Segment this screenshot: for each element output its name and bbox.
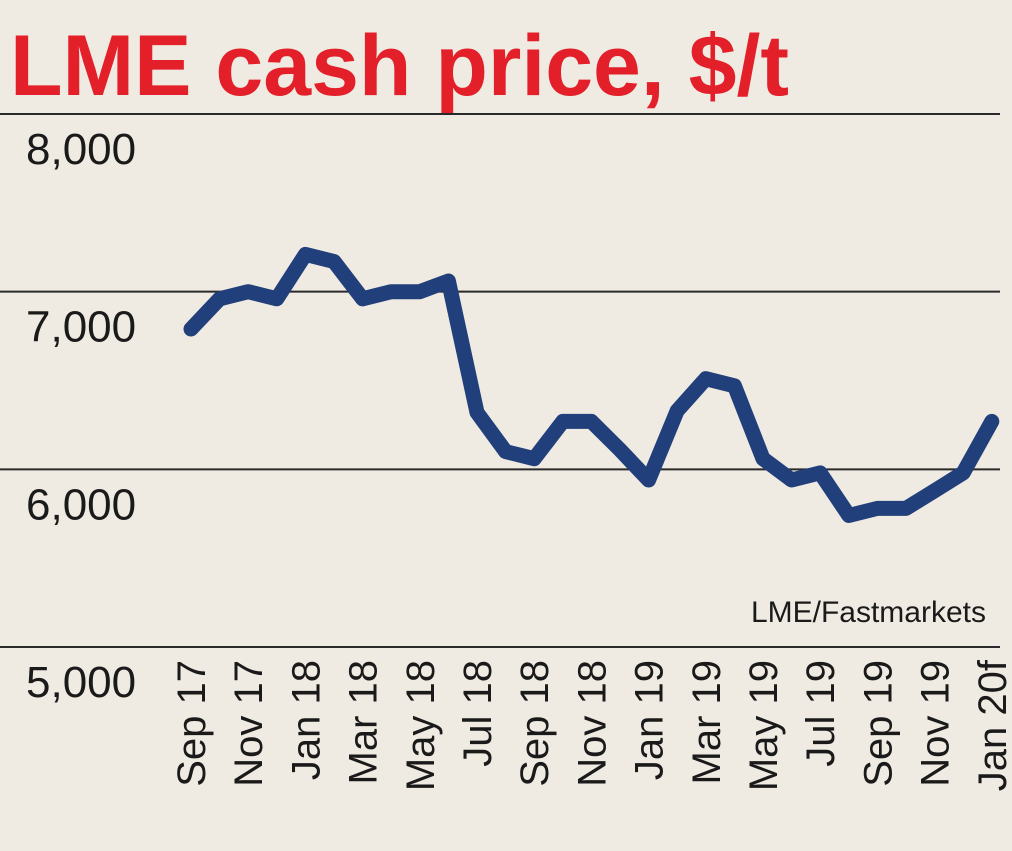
y-axis-tick-labels: 8,000 7,000 6,000 5,000 (26, 125, 136, 707)
x-axis-tick-labels: Sep 17 Nov 17 Jan 18 Mar 18 May 18 Jul 18 Sep … (170, 659, 1012, 791)
grid-lines (0, 113, 1000, 648)
chart-title: LME cash price, $/t (10, 18, 789, 114)
x-tick-label: Nov 19 (914, 660, 958, 787)
x-tick-label: Sep 19 (856, 660, 900, 787)
x-tick-label: Jul 19 (799, 660, 843, 767)
x-tick-label: May 19 (742, 660, 786, 791)
x-tick-label: Jan 20f (971, 659, 1012, 791)
y-tick-label: 6,000 (26, 480, 136, 529)
x-tick-label: May 18 (399, 660, 443, 791)
x-tick-label: Sep 17 (170, 660, 214, 787)
x-tick-label: Nov 18 (570, 660, 614, 787)
source-label: LME/Fastmarkets (751, 596, 986, 629)
y-tick-label: 7,000 (26, 303, 136, 352)
y-tick-label: 5,000 (26, 658, 136, 707)
x-tick-label: Jan 18 (284, 660, 328, 780)
x-tick-label: Mar 19 (685, 660, 729, 785)
y-tick-label: 8,000 (26, 125, 136, 174)
x-tick-label: Jul 18 (456, 660, 500, 767)
price-series (183, 246, 1000, 523)
x-tick-label: Mar 18 (342, 660, 386, 785)
x-tick-label: Jan 19 (628, 660, 672, 780)
x-tick-label: Nov 17 (227, 660, 271, 787)
x-tick-label: Sep 18 (513, 660, 557, 787)
price-line (183, 246, 1000, 523)
